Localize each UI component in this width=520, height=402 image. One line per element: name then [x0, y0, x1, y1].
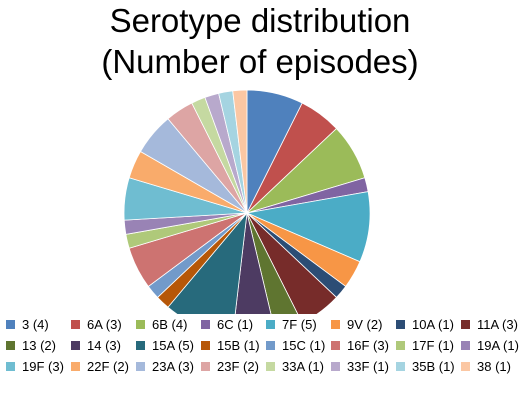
pie-slice [232, 89, 248, 214]
legend-item: 38 (1) [461, 356, 511, 376]
legend-item: 7F (5) [266, 314, 317, 334]
legend-swatch [396, 340, 405, 350]
legend-label: 23A (3) [152, 358, 194, 374]
legend-swatch [331, 319, 340, 329]
legend-label: 17F (1) [412, 337, 454, 353]
legend-label: 3 (4) [22, 316, 49, 332]
legend-swatch [461, 361, 470, 371]
legend-item: 11A (3) [461, 314, 518, 334]
legend-swatch [331, 361, 340, 371]
legend-swatch [201, 340, 210, 350]
legend-swatch [331, 340, 340, 350]
legend-label: 9V (2) [347, 316, 383, 332]
legend-item: 6C (1) [201, 314, 253, 334]
legend-swatch [136, 319, 145, 329]
legend-label: 19F (3) [22, 358, 64, 374]
legend-label: 15A (5) [152, 337, 194, 353]
legend-item: 33F (1) [331, 356, 389, 376]
legend-swatch [6, 319, 15, 329]
legend-item: 14 (3) [71, 335, 121, 355]
legend-label: 33F (1) [347, 358, 389, 374]
legend-item: 13 (2) [6, 335, 56, 355]
legend-item: 16F (3) [331, 335, 389, 355]
legend-label: 15B (1) [217, 337, 260, 353]
legend-swatch [396, 319, 405, 329]
legend-swatch [461, 340, 470, 350]
legend-swatch [71, 361, 80, 371]
legend-item: 15B (1) [201, 335, 260, 355]
legend-item: 33A (1) [266, 356, 324, 376]
legend-label: 22F (2) [87, 358, 129, 374]
pie-slices [123, 89, 371, 314]
legend-item: 19A (1) [461, 335, 519, 355]
legend-item: 23A (3) [136, 356, 194, 376]
legend-swatch [201, 319, 210, 329]
legend-item: 17F (1) [396, 335, 454, 355]
pie-slice [246, 212, 299, 314]
legend-swatch [266, 361, 275, 371]
legend-swatch [6, 340, 15, 350]
chart-title-line-2: (Number of episodes) [101, 43, 419, 80]
legend-item: 6B (4) [136, 314, 187, 334]
legend-item: 3 (4) [6, 314, 49, 334]
legend-item: 23F (2) [201, 356, 259, 376]
legend-label: 15C (1) [282, 337, 326, 353]
legend-swatch [201, 361, 210, 371]
legend-swatch [136, 340, 145, 350]
legend-label: 6B (4) [152, 316, 188, 332]
legend-label: 14 (3) [87, 337, 121, 353]
legend-swatch [461, 319, 470, 329]
legend-swatch [266, 340, 275, 350]
legend-label: 10A (1) [412, 316, 454, 332]
legend-label: 33A (1) [282, 358, 324, 374]
legend-label: 6A (3) [87, 316, 122, 332]
legend-item: 15C (1) [266, 335, 325, 355]
legend-swatch [266, 319, 275, 329]
legend-item: 22F (2) [71, 356, 129, 376]
legend-label: 6C (1) [217, 316, 254, 332]
legend-label: 38 (1) [477, 358, 511, 374]
legend-swatch [71, 319, 80, 329]
legend-label: 19A (1) [477, 337, 519, 353]
chart-title: Serotype distribution (Number of episode… [0, 0, 520, 82]
legend-label: 13 (2) [22, 337, 56, 353]
legend-swatch [6, 361, 15, 371]
legend-item: 19F (3) [6, 356, 64, 376]
legend-item: 6A (3) [71, 314, 122, 334]
legend-item: 10A (1) [396, 314, 454, 334]
pie-slice [246, 212, 338, 314]
chart-title-line-1: Serotype distribution [109, 2, 411, 39]
legend-label: 23F (2) [217, 358, 259, 374]
legend-label: 11A (3) [477, 316, 518, 332]
legend-label: 7F (5) [282, 316, 317, 332]
legend-label: 16F (3) [347, 337, 389, 353]
legend-item: 9V (2) [331, 314, 382, 334]
legend-swatch [136, 361, 145, 371]
legend-item: 15A (5) [136, 335, 194, 355]
legend-swatch [71, 340, 80, 350]
pie-chart [123, 89, 371, 314]
legend-item: 35B (1) [396, 356, 455, 376]
legend-swatch [396, 361, 405, 371]
legend-label: 35B (1) [412, 358, 455, 374]
